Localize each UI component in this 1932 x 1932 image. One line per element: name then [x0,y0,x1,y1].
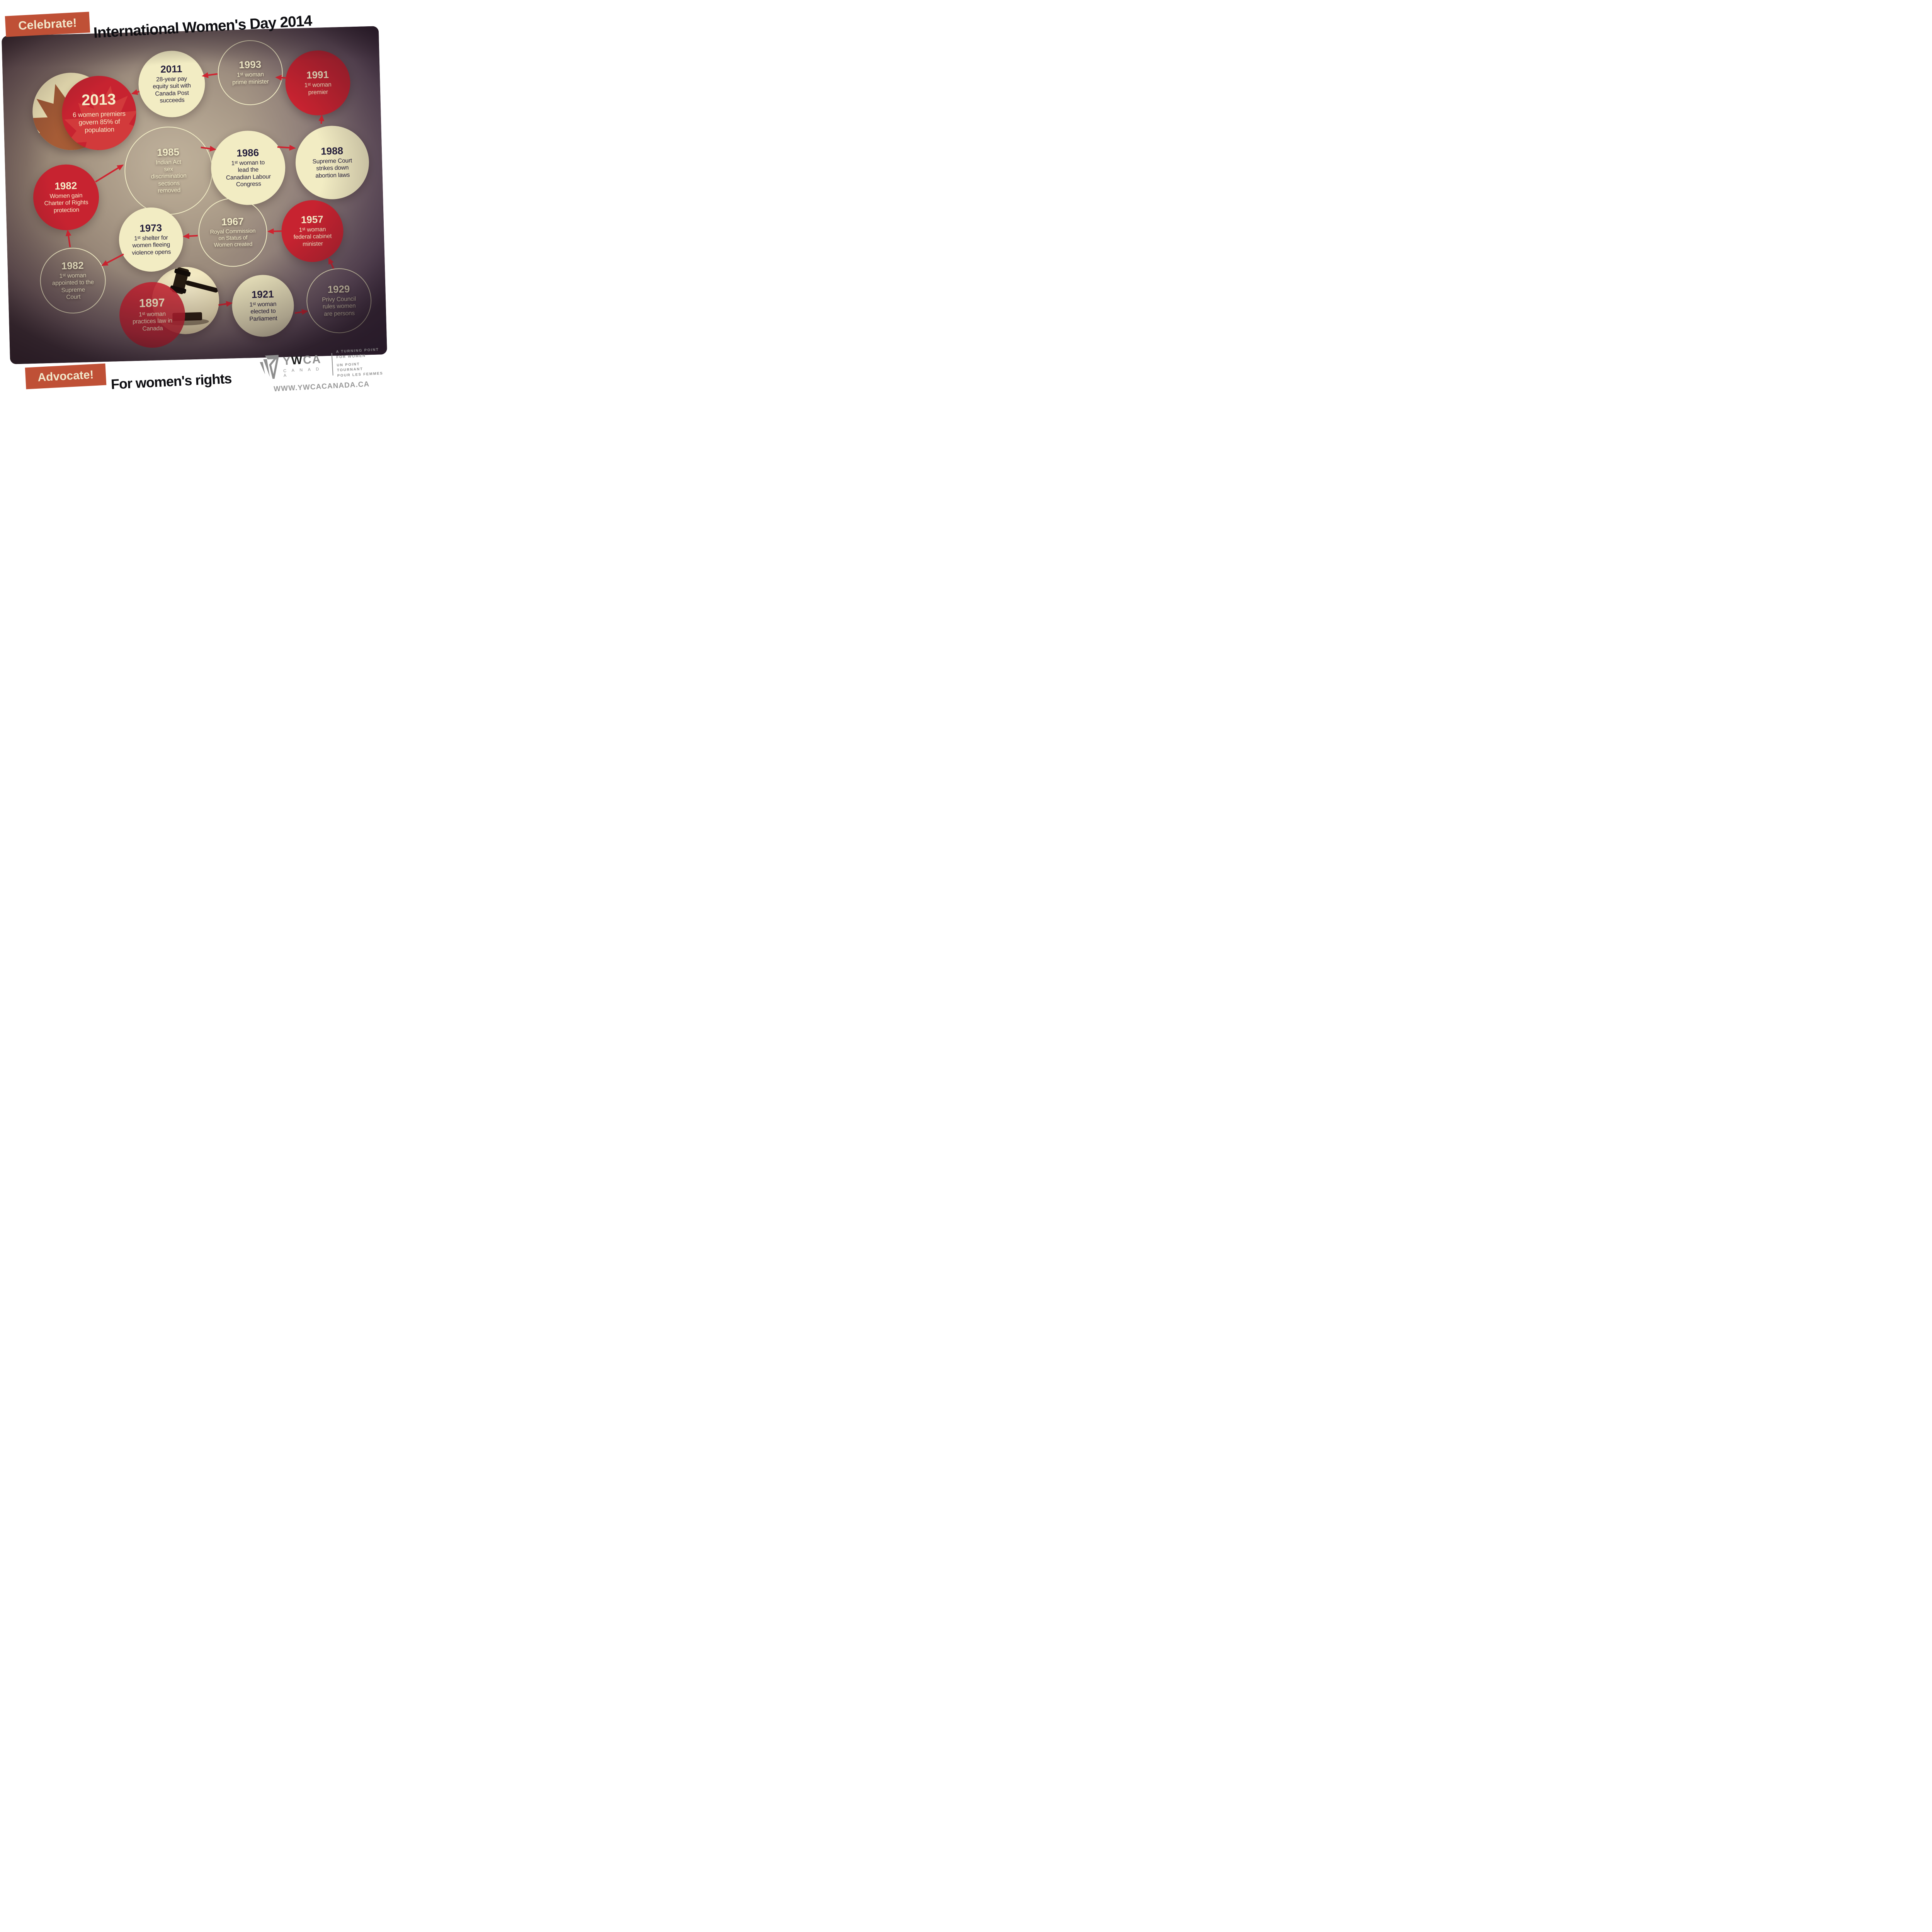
event-text: 1ˢᵗ woman to lead the Canadian Labour Co… [226,159,271,188]
event-text: 1ˢᵗ woman practices law in Canada [132,311,173,332]
timeline-event-1982-charter: 1982 Women gain Charter of Rights protec… [32,163,100,231]
arrow-1988-to-1991 [318,114,325,124]
logo-letter-w: W [291,354,303,367]
event-text: 1ˢᵗ shelter for women fleeing violence o… [132,234,171,256]
timeline-event-2011: 2011 28-year pay equity suit with Canada… [138,50,206,118]
celebrate-tag: Celebrate! [5,12,90,37]
timeline-event-1921: 1921 1ˢᵗ woman elected to Parliament [231,274,295,338]
arrow-1982-to-1985 [95,164,124,183]
logo-taglines: A TURNING POINT FOR WOMEN UN POINT TOURN… [336,347,388,379]
timeline-event-1986: 1986 1ˢᵗ woman to lead the Canadian Labo… [210,129,286,206]
event-text: 1ˢᵗ woman elected to Parliament [249,301,277,323]
event-year: 1982 [61,259,84,272]
logo-country: C A N A D A [283,367,321,378]
event-text: 1ˢᵗ woman prime minister [232,71,269,86]
timeline-event-1967: 1967 Royal Commission on Status of Women… [197,197,268,268]
event-text: Privy Council rules women are persons [322,296,356,317]
footer-title: For women's rights [110,370,232,392]
timeline-event-1982-supreme-court: 1982 1ˢᵗ woman appointed to the Supreme … [39,247,107,315]
ywca-url: WWW.YWCACANADA.CA [273,380,370,393]
poster: Celebrate! International Women's Day 201… [0,0,396,396]
event-text: 28-year pay equity suit with Canada Post… [153,75,191,104]
event-text: 1ˢᵗ woman premier [304,81,332,96]
event-text: 1ˢᵗ woman federal cabinet minister [293,226,332,248]
timeline-event-1991: 1991 1ˢᵗ woman premier [284,49,351,116]
event-text: Royal Commission on Status of Women crea… [210,228,256,248]
event-year: 1982 [54,180,77,192]
arrow-1986-to-1988 [277,145,296,151]
arrow-1973-to-1982sc [101,253,124,266]
event-text: Indian Act sex discrimination sections r… [151,158,187,194]
event-year: 1897 [139,296,165,310]
event-year: 1921 [251,288,274,301]
timeline-event-1985: 1985 Indian Act sex discrimination secti… [123,125,214,216]
event-year: 2013 [81,91,116,109]
arrow-1982sc-to-1982 [65,229,71,247]
arrow-1993-to-2011 [201,72,218,78]
ywca-logo-mark [260,355,279,379]
arrow-1921-to-1929 [294,309,308,315]
event-year: 1985 [156,146,180,158]
event-year: 2011 [160,63,183,75]
timeline-event-1973: 1973 1ˢᵗ shelter for women fleeing viole… [118,206,184,273]
event-text: 6 women premiers govern 85% of populatio… [72,110,126,134]
event-year: 1957 [301,213,324,226]
event-year: 1986 [236,146,259,159]
event-text: 1ˢᵗ woman appointed to the Supreme Court [52,272,94,301]
event-text: Supreme Court strikes down abortion laws [312,157,352,179]
advocate-tag: Advocate! [25,363,107,389]
timeline-photo-panel: 2013 6 women premiers govern 85% of popu… [2,26,387,364]
timeline-event-1957: 1957 1ˢᵗ woman federal cabinet minister [281,199,344,263]
event-year: 1967 [221,215,244,228]
event-year: 1973 [139,222,162,234]
logo-divider [331,353,333,376]
event-year: 1993 [238,58,262,71]
timeline-event-1929: 1929 Privy Council rules women are perso… [306,267,372,334]
timeline-event-1988: 1988 Supreme Court strikes down abortion… [294,125,370,201]
ywca-wordmark: YWCA C A N A D A [282,353,329,378]
timeline-event-1993: 1993 1ˢᵗ woman prime minister [217,39,284,106]
event-year: 1991 [306,69,329,81]
event-year: 1988 [320,145,344,157]
event-text: Women gain Charter of Rights protection [44,192,88,214]
event-year: 1929 [327,283,350,296]
logo-letters-ca: CA [303,353,322,367]
ywca-logo: YWCA C A N A D A A TURNING POINT FOR WOM… [259,347,388,394]
arrow-1929-to-1957 [328,257,334,269]
arrow-1897-to-1921 [218,301,233,307]
arrow-2011-to-2013 [131,89,140,95]
logo-letter-y: Y [282,354,292,368]
